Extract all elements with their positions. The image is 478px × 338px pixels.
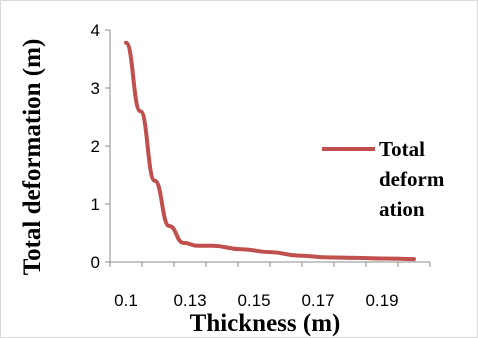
x-tick-label: 0.13 [173,291,206,310]
x-tick-label: 0.15 [237,291,270,310]
y-axis-ticks: 0 1 2 3 4 [91,21,110,272]
x-tick-label: 0.1 [114,291,138,310]
series-line-total-deformation [124,40,416,262]
y-axis-title: Total deformation (m) [19,39,46,276]
y-tick-label: 2 [91,137,100,156]
x-tick-label: 0.17 [301,291,334,310]
y-tick-label: 3 [91,79,100,98]
y-tick-label: 4 [91,21,100,40]
x-axis-title: Thickness (m) [190,310,341,337]
x-tick-label: 0.19 [365,291,398,310]
legend-label-line-3: ation [379,197,425,221]
y-tick-label: 0 [91,253,100,272]
legend-label-line-2: deform [379,167,445,191]
x-axis-ticks: 0.1 0.13 0.15 0.17 0.19 [109,262,431,310]
legend-label-line-1: Total [379,137,425,161]
y-tick-label: 1 [91,195,100,214]
